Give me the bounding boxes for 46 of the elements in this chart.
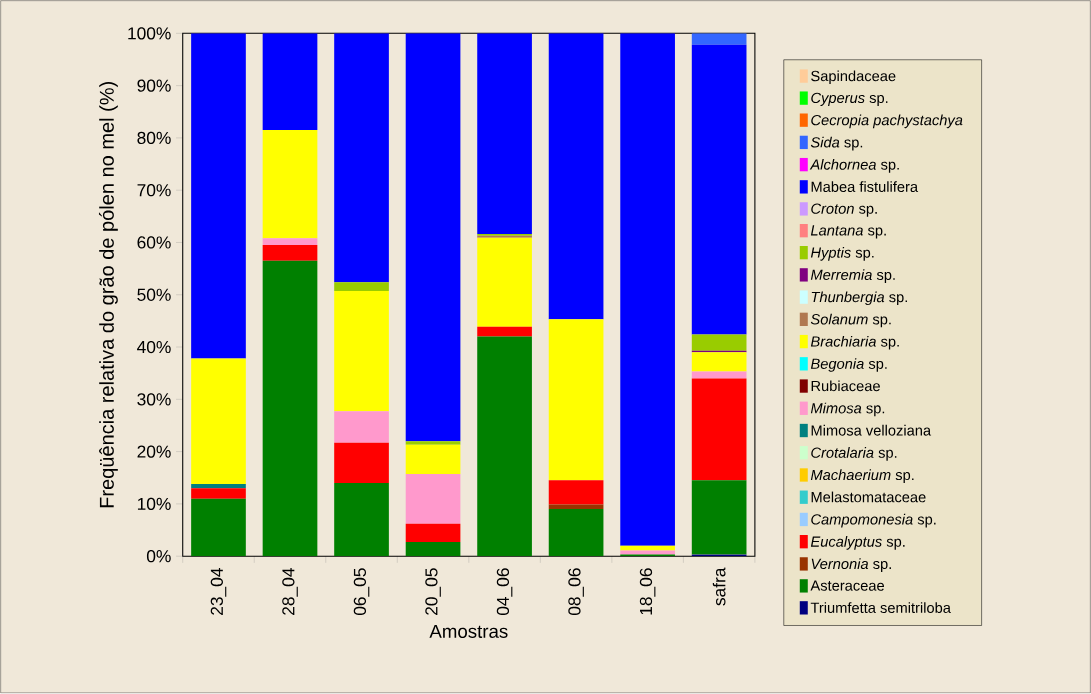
- y-tick-label: 10%: [137, 497, 171, 511]
- legend-label: Crotalaria sp.: [811, 447, 897, 461]
- legend-label: Sida sp.: [810, 136, 863, 151]
- legend-label: Eucalyptus sp.: [810, 536, 905, 550]
- x-tick-label: 23_04: [210, 568, 227, 616]
- x-tick-label: 08_06: [568, 568, 584, 616]
- legend-label: Cyperus sp.: [811, 92, 888, 107]
- y-tick-label: 20%: [137, 445, 171, 458]
- y-tick-label: 50%: [137, 288, 171, 302]
- legend-label: Begonia sp.: [810, 358, 887, 373]
- legend-label: Campomonesia sp.: [811, 514, 936, 528]
- legend-label: Asteraceae: [810, 580, 885, 591]
- legend-label: Mimosa sp.: [810, 402, 885, 417]
- y-tick-label: 90%: [137, 79, 171, 92]
- y-tick-label: 70%: [137, 184, 171, 197]
- legend-label: Rubiaceae: [811, 380, 880, 392]
- legend-label: Croton sp.: [811, 203, 877, 217]
- legend-label: Thunbergia sp.: [811, 291, 907, 306]
- legend-label: Lantana sp.: [810, 225, 886, 239]
- x-tick-label: 04_06: [496, 568, 513, 616]
- y-axis-title: Freqüência relativa do grão de pólen no mel (%): [98, 82, 118, 508]
- y-tick-label: 30%: [137, 393, 171, 406]
- legend-label: Melastomataceae: [811, 491, 926, 503]
- legend-label: Merremia sp.: [810, 269, 895, 284]
- y-tick-label: 40%: [137, 341, 171, 354]
- legend-label: Solanum sp.: [810, 313, 891, 328]
- legend-label: Mimosa velloziana: [811, 425, 932, 436]
- legend-label: Hyptis sp.: [810, 247, 874, 261]
- y-tick-label: 80%: [137, 131, 171, 145]
- legend-label: Sapindaceae: [811, 70, 896, 85]
- legend-label: Triumfetta semitriloba: [810, 602, 951, 614]
- y-tick-label: 100%: [128, 27, 171, 40]
- y-tick-label: 0%: [146, 550, 171, 563]
- legend-label: Brachiaria sp.: [810, 336, 899, 350]
- x-axis-title: Amostras: [429, 625, 508, 639]
- legend-label: Mabea fistulifera: [811, 181, 919, 193]
- x-tick-label: 28_04: [282, 568, 298, 616]
- x-tick-label: 20_05: [425, 568, 441, 616]
- x-tick-label: 18_06: [639, 568, 656, 615]
- legend-label: Machaerium sp.: [810, 469, 914, 484]
- x-tick-label: 06_05: [353, 568, 370, 616]
- legend-label: Alchornea sp.: [809, 159, 899, 173]
- legend-label: Cecropia pachystachya: [811, 114, 963, 129]
- x-tick-label: safra: [712, 567, 726, 606]
- y-tick-label: 60%: [137, 236, 171, 249]
- legend-label: Vernonia sp.: [811, 558, 891, 573]
